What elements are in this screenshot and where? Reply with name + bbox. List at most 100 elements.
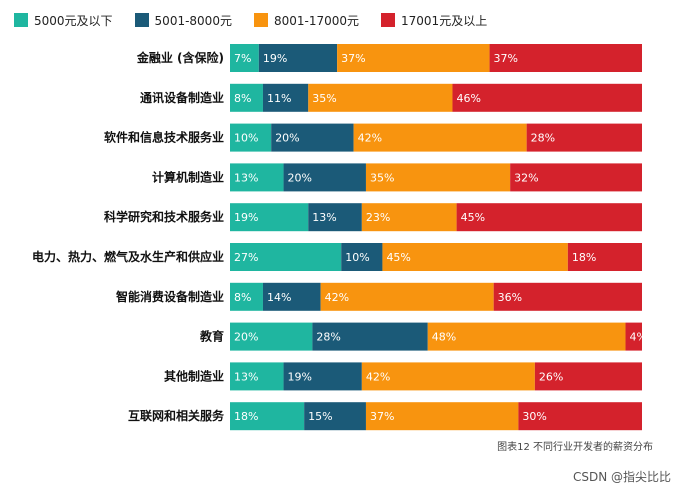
data-label: 13% bbox=[234, 370, 258, 383]
data-label: 46% bbox=[456, 92, 480, 105]
bar-segment bbox=[283, 362, 362, 391]
data-label: 11% bbox=[267, 92, 291, 105]
legend-item: 17001元及以上 bbox=[381, 12, 487, 29]
bar-segment bbox=[320, 282, 494, 311]
category-label: 智能消费设备制造业 bbox=[115, 289, 224, 304]
data-label: 13% bbox=[312, 211, 336, 224]
data-label: 42% bbox=[325, 291, 349, 304]
bar-segment bbox=[308, 203, 362, 232]
legend-swatch bbox=[134, 13, 149, 27]
category-label: 教育 bbox=[199, 329, 224, 344]
bar-segment bbox=[230, 163, 284, 192]
data-label: 35% bbox=[312, 92, 336, 105]
bar-segment bbox=[262, 282, 321, 311]
bar-segment bbox=[567, 243, 642, 271]
bar-segment bbox=[510, 163, 642, 192]
bar-segment bbox=[456, 203, 642, 232]
data-label: 42% bbox=[358, 132, 382, 145]
legend-label: 5001-8000元 bbox=[154, 13, 232, 28]
data-label: 45% bbox=[386, 251, 410, 264]
bar-segment bbox=[271, 123, 354, 152]
data-label: 20% bbox=[275, 132, 299, 145]
data-label: 7% bbox=[234, 52, 251, 65]
bar-segment bbox=[304, 402, 366, 431]
data-label: 28% bbox=[316, 331, 340, 344]
watermark: CSDN @指尖比比 bbox=[572, 470, 671, 484]
bar-segment bbox=[365, 402, 519, 431]
category-label: 通讯设备制造业 bbox=[140, 90, 224, 105]
data-label: 28% bbox=[531, 132, 555, 145]
bar-segment bbox=[258, 44, 338, 72]
legend-swatch bbox=[253, 13, 268, 27]
bar-segment bbox=[262, 83, 309, 112]
bar-segment bbox=[365, 163, 511, 192]
data-label: 20% bbox=[234, 331, 258, 344]
legend-label: 17001元及以上 bbox=[401, 13, 488, 28]
bar-segment bbox=[312, 322, 428, 351]
legend-swatch bbox=[381, 13, 396, 27]
data-label: 14% bbox=[267, 291, 291, 304]
data-label: 18% bbox=[572, 251, 596, 264]
data-label: 15% bbox=[308, 410, 332, 423]
data-label: 37% bbox=[341, 52, 365, 65]
category-label: 计算机制造业 bbox=[152, 169, 224, 184]
data-label: 48% bbox=[432, 331, 456, 344]
bar-segment bbox=[361, 362, 535, 391]
data-label: 27% bbox=[234, 251, 258, 264]
data-label: 19% bbox=[234, 211, 258, 224]
bar-segment bbox=[230, 362, 284, 391]
data-label: 10% bbox=[345, 251, 369, 264]
data-label: 23% bbox=[366, 211, 390, 224]
data-label: 37% bbox=[370, 410, 394, 423]
bar-segment bbox=[308, 83, 453, 112]
bar-segment bbox=[230, 123, 272, 152]
bar-segment bbox=[625, 322, 642, 351]
bar-segment bbox=[230, 44, 259, 72]
bar-segment bbox=[230, 203, 309, 232]
legend-item: 5000元及以下 bbox=[14, 12, 113, 29]
data-label: 19% bbox=[263, 52, 287, 65]
data-label: 37% bbox=[494, 52, 518, 65]
legend-item: 8001-17000元 bbox=[253, 12, 359, 29]
bar-segment bbox=[361, 203, 457, 232]
bar-segment bbox=[518, 402, 642, 431]
data-label: 36% bbox=[498, 291, 522, 304]
data-label: 30% bbox=[522, 410, 546, 423]
bar-segment bbox=[489, 44, 642, 72]
bar-segment bbox=[493, 282, 642, 311]
data-label: 42% bbox=[366, 370, 390, 383]
bar-segment bbox=[353, 123, 527, 152]
bar-segment bbox=[230, 322, 313, 351]
category-label: 软件和信息技术服务业 bbox=[104, 130, 224, 145]
category-label: 科学研究和技术服务业 bbox=[104, 209, 224, 224]
bar-segment bbox=[427, 322, 626, 351]
data-label: 32% bbox=[514, 171, 538, 184]
data-label: 8% bbox=[234, 291, 251, 304]
data-label: 20% bbox=[288, 171, 312, 184]
legend-swatch bbox=[14, 13, 28, 27]
bar-segment bbox=[382, 243, 568, 271]
bar-segment bbox=[283, 163, 366, 192]
bar-segment bbox=[230, 243, 342, 271]
data-label: 45% bbox=[461, 211, 485, 224]
bar-segment bbox=[341, 243, 383, 271]
legend-label: 5000元及以下 bbox=[34, 13, 113, 28]
data-label: 18% bbox=[234, 410, 258, 423]
data-label: 19% bbox=[288, 370, 312, 383]
bar-segment bbox=[230, 83, 263, 112]
bar-segment bbox=[230, 282, 263, 311]
category-label: 金融业 (含保险) bbox=[136, 50, 224, 65]
category-label: 电力、热力、燃气及水生产和供应业 bbox=[32, 249, 224, 264]
bar-segment bbox=[230, 402, 305, 431]
bar-segment bbox=[526, 123, 642, 152]
data-label: 4% bbox=[630, 331, 647, 344]
data-label: 13% bbox=[234, 171, 258, 184]
chart-caption: 图表12 不同行业开发者的薪资分布 bbox=[497, 442, 653, 453]
data-label: 8% bbox=[234, 92, 251, 105]
legend-item: 5001-8000元 bbox=[134, 12, 232, 29]
data-label: 10% bbox=[234, 132, 258, 145]
data-label: 26% bbox=[539, 370, 563, 383]
bar-segment bbox=[452, 83, 642, 112]
category-label: 互联网和相关服务 bbox=[128, 408, 225, 423]
